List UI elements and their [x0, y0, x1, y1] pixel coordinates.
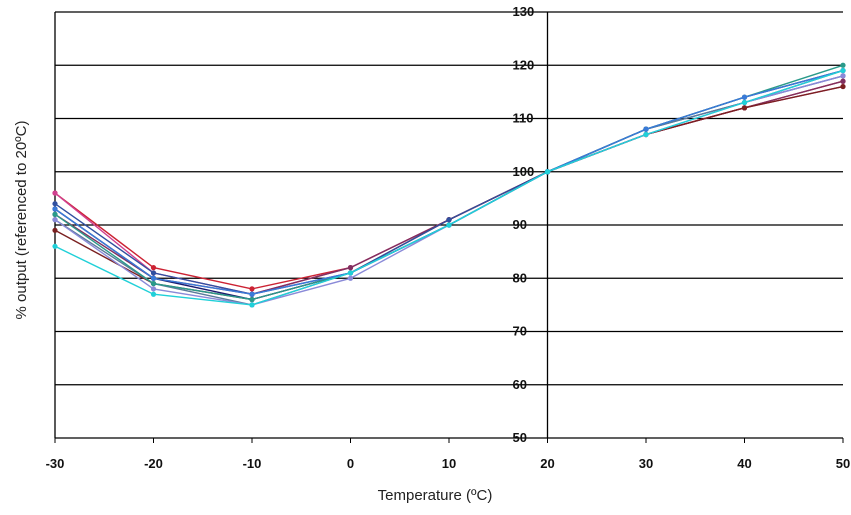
data-point: [52, 227, 58, 233]
data-point: [52, 206, 58, 212]
y-tick-label: 80: [513, 270, 527, 285]
y-tick-label: 120: [513, 57, 535, 72]
x-tick-label: -10: [243, 456, 262, 471]
series-line-10: [54, 69, 844, 295]
data-point: [52, 211, 58, 217]
data-point: [347, 270, 354, 276]
data-point: [150, 291, 157, 297]
x-tick-labels: -30 -20 -10 0 10 20 30 40 50: [46, 456, 851, 471]
x-axis-label: Temperature (ºC): [378, 487, 493, 504]
x-tick-label: 0: [347, 456, 354, 471]
x-tick-label: 50: [836, 456, 850, 471]
data-point: [347, 265, 354, 271]
x-tick-label: 10: [442, 456, 456, 471]
data-point: [840, 83, 846, 90]
data-point: [150, 275, 157, 281]
data-point: [347, 275, 354, 281]
x-tick-label: -20: [144, 456, 163, 471]
x-tick-label: 20: [540, 456, 554, 471]
y-axis-label: % output (referenced to 20ºC): [13, 121, 30, 320]
data-point: [249, 302, 255, 308]
data-point: [840, 78, 846, 84]
data-point: [741, 99, 748, 106]
data-point: [52, 243, 58, 249]
data-point: [52, 190, 58, 196]
y-tick-label: 90: [513, 217, 527, 232]
data-point: [249, 296, 255, 303]
x-tick-label: 40: [737, 456, 751, 471]
plot-frame: [54, 12, 844, 443]
series-group: [52, 62, 846, 308]
data-point: [840, 67, 846, 74]
data-point: [52, 217, 58, 223]
y-tick-label: 70: [513, 324, 527, 339]
series-line-7: [54, 69, 844, 306]
series-line-6: [54, 69, 844, 301]
series-line-9: [54, 64, 844, 301]
series-line-8: [54, 75, 844, 306]
data-point: [446, 217, 452, 223]
data-point: [150, 265, 157, 271]
y-tick-label: 110: [513, 111, 534, 126]
series-line-2: [54, 85, 844, 295]
data-point: [544, 169, 551, 175]
y-tick-label: 130: [513, 4, 535, 19]
data-point: [840, 62, 846, 68]
series-line-11: [54, 69, 844, 306]
x-tick-label: 30: [639, 456, 653, 471]
data-point: [643, 131, 649, 138]
data-point: [741, 94, 748, 100]
data-point: [643, 126, 649, 132]
y-tick-labels: 50 60 70 80 90 100 110 120 130: [513, 4, 535, 445]
y-tick-label: 50: [513, 430, 527, 445]
data-point: [249, 291, 255, 297]
data-point: [741, 105, 748, 111]
x-tick-label: -30: [46, 456, 65, 471]
data-point: [52, 201, 58, 207]
series-line-1: [54, 80, 844, 290]
y-tick-label: 100: [513, 164, 535, 179]
data-point: [446, 222, 452, 228]
data-point: [249, 286, 255, 292]
y-tick-label: 60: [513, 377, 527, 392]
data-point: [840, 73, 846, 79]
data-point: [150, 270, 157, 276]
data-point: [150, 280, 157, 287]
data-point: [150, 286, 157, 292]
